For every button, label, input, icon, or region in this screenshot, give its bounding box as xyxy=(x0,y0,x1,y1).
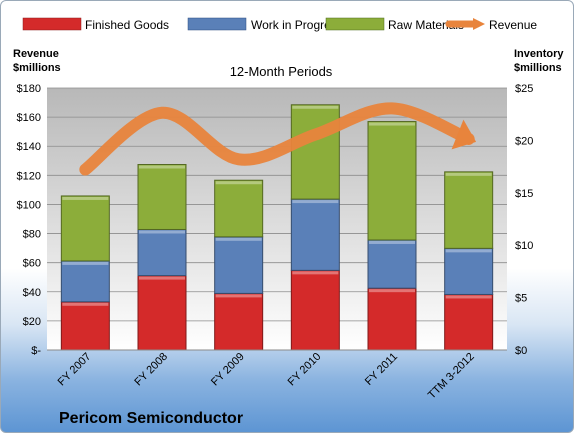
left-tick-label: $160 xyxy=(17,112,41,124)
legend-item-revenue: Revenue xyxy=(445,18,537,32)
x-tick-label: FY 2007 xyxy=(56,351,94,389)
bar-finished-goods-fy-2007 xyxy=(60,301,110,351)
bar-raw-materials-fy-2009 xyxy=(214,179,264,238)
bar-highlight xyxy=(139,230,185,234)
right-axis-title-line1: Inventory xyxy=(514,48,564,60)
bar-highlight xyxy=(292,200,339,204)
bar-raw-materials-fy-2007 xyxy=(60,195,110,262)
bar-highlight xyxy=(369,289,415,293)
legend-label-raw-materials: Raw Materials xyxy=(388,18,464,32)
right-tick-label: $5 xyxy=(515,293,527,305)
bar-highlight xyxy=(445,295,492,299)
bar-highlight xyxy=(215,294,262,298)
bar-finished-goods-fy-2009 xyxy=(214,292,264,351)
left-tick-label: $40 xyxy=(23,287,41,299)
bar-raw-materials-fy-2010 xyxy=(290,104,340,200)
left-tick-labels: $- $20 $40 $60 $80 $100 $120 $140 $160 $180 xyxy=(17,83,42,357)
bar-highlight xyxy=(139,276,185,280)
bar-highlight xyxy=(445,249,492,253)
left-tick-label: $100 xyxy=(17,199,41,211)
legend-swatch-work-in-progress xyxy=(187,17,247,31)
bar-highlight xyxy=(62,196,109,200)
bar-raw-materials-ttm-3-2012 xyxy=(444,171,494,249)
revenue-line-group xyxy=(79,102,477,176)
legend-label-finished-goods: Finished Goods xyxy=(85,18,169,32)
left-tick-label: $- xyxy=(31,345,41,357)
left-tick-label: $60 xyxy=(23,258,41,270)
x-tick-label: FY 2011 xyxy=(363,351,400,388)
bar-raw-materials-fy-2011 xyxy=(367,121,417,241)
bar-highlight xyxy=(445,172,492,176)
left-axis-title-line2: $millions xyxy=(13,62,61,74)
x-tick-label: TTM 3-2012 xyxy=(426,351,477,402)
left-tick-label: $140 xyxy=(17,141,41,153)
bar-finished-goods-fy-2011 xyxy=(367,287,417,351)
right-tick-labels: $0 $5 $10 $15 $20 $25 xyxy=(515,83,533,357)
left-tick-label: $20 xyxy=(23,316,41,328)
revenue-line-arrow xyxy=(451,119,477,150)
bar-raw-materials-fy-2008 xyxy=(137,164,187,230)
left-tick-label: $180 xyxy=(17,83,41,95)
x-tick-label: FY 2010 xyxy=(286,351,324,389)
bar-highlight xyxy=(292,271,339,275)
bars xyxy=(60,104,494,351)
bar-work-in-progress-fy-2009 xyxy=(214,236,264,294)
legend-label-work-in-progress: Work in Progress xyxy=(251,18,343,32)
bar-work-in-progress-fy-2007 xyxy=(60,260,110,303)
right-tick-label: $20 xyxy=(515,135,533,147)
x-tick-labels: FY 2007 FY 2008 FY 2009 FY 2010 FY 2011 TTM 3… xyxy=(56,351,477,402)
right-tick-label: $10 xyxy=(515,240,533,252)
right-axis-title-line2: $millions xyxy=(514,62,562,74)
left-tick-label: $80 xyxy=(23,229,41,241)
legend-swatch-finished-goods xyxy=(22,17,82,31)
bar-finished-goods-fy-2010 xyxy=(290,269,340,351)
company-name: Pericom Semiconductor xyxy=(59,410,243,427)
right-tick-label: $25 xyxy=(515,83,533,95)
bar-work-in-progress-fy-2010 xyxy=(290,198,340,271)
legend-swatch-raw-materials xyxy=(325,17,385,31)
legend-arrow-revenue xyxy=(473,18,485,30)
chart-title: 12-Month Periods xyxy=(230,64,333,79)
revenue-line xyxy=(79,102,475,176)
bar-highlight xyxy=(215,237,262,241)
legend-item-work-in-progress: Work in Progress xyxy=(187,17,343,32)
legend-label-revenue: Revenue xyxy=(489,18,537,32)
bar-highlight xyxy=(292,105,339,109)
legend-item-finished-goods: Finished Goods xyxy=(22,17,169,32)
right-tick-label: $15 xyxy=(515,188,533,200)
x-tick-label: FY 2009 xyxy=(209,351,247,389)
bar-highlight xyxy=(369,240,415,244)
legend-item-raw-materials: Raw Materials xyxy=(325,17,464,32)
bar-work-in-progress-fy-2008 xyxy=(137,228,187,277)
bar-highlight xyxy=(62,302,109,306)
bar-highlight xyxy=(215,181,262,185)
gridlines xyxy=(47,87,507,322)
bar-finished-goods-fy-2008 xyxy=(137,275,187,351)
bar-work-in-progress-fy-2011 xyxy=(367,239,417,289)
bar-highlight xyxy=(62,261,109,265)
bar-highlight xyxy=(369,122,415,126)
x-tick-label: FY 2008 xyxy=(132,351,170,389)
left-tick-label: $120 xyxy=(17,170,41,182)
bar-highlight xyxy=(139,165,185,169)
right-tick-label: $0 xyxy=(515,345,527,357)
left-axis-title-line1: Revenue xyxy=(13,48,59,60)
bar-finished-goods-ttm-3-2012 xyxy=(444,293,494,351)
bar-work-in-progress-ttm-3-2012 xyxy=(444,247,494,295)
legend: Finished Goods Work in Progress Raw Mate… xyxy=(22,17,537,32)
